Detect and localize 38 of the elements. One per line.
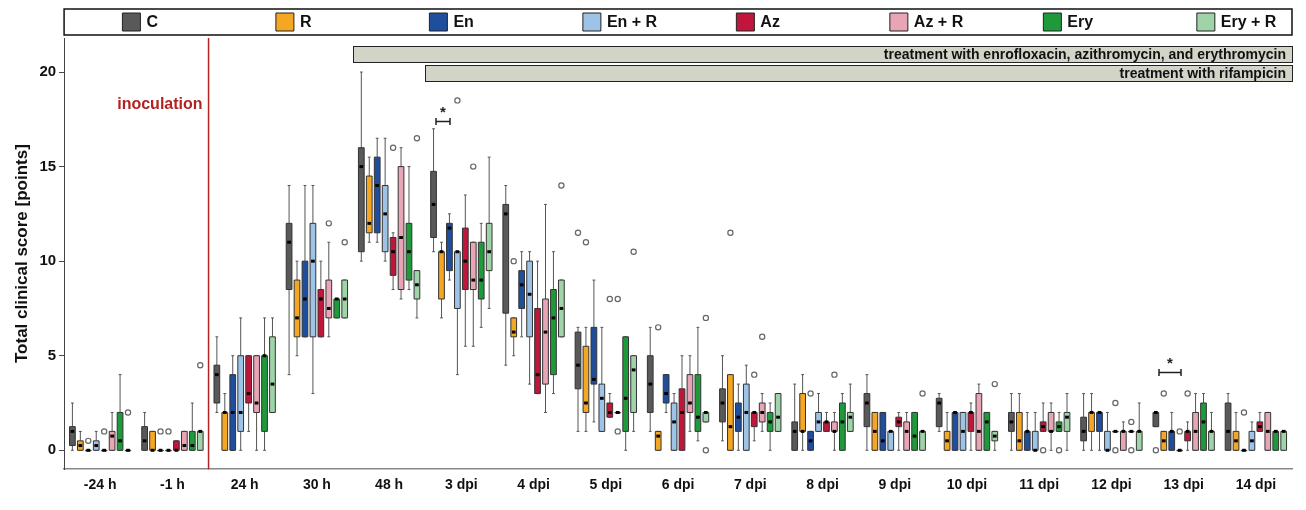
treatment-banner: treatment with rifampicin <box>425 65 1293 82</box>
y-tick-label: 5 <box>47 345 57 363</box>
x-tick-label: 10 dpi <box>946 476 988 493</box>
legend-label: Ery <box>1067 13 1094 31</box>
x-tick-label: 11 dpi <box>1019 476 1060 493</box>
annotation: treatment with rifampicin <box>1119 65 1286 81</box>
x-tick-label: 9 dpi <box>878 476 912 493</box>
x-tick-label: 14 dpi <box>1235 476 1277 493</box>
x-tick-label: 3 dpi <box>445 476 478 493</box>
y-tick-label: 15 <box>39 156 57 174</box>
y-tick-label: 10 <box>39 251 57 269</box>
legend-label: En + R <box>606 13 658 31</box>
legend-label: C <box>146 13 159 31</box>
y-tick-label: 0 <box>47 440 57 458</box>
y-tick-label: 20 <box>39 62 57 80</box>
legend-label: R <box>299 13 312 31</box>
annotation: * <box>439 103 447 120</box>
treatment-banner: treatment with enrofloxacin, azithromycin, and erythromycin <box>353 46 1293 63</box>
x-tick-label: 13 dpi <box>1163 476 1204 493</box>
legend-label: Az + R <box>913 13 964 31</box>
legend-label: En <box>453 13 474 31</box>
x-tick-label: 4 dpi <box>517 476 550 493</box>
annotation: treatment with enrofloxacin, azithromycin, and erythromycin <box>883 46 1286 62</box>
annotation: * <box>1166 354 1174 371</box>
x-tick-label: 30 h <box>302 476 331 493</box>
x-tick-label: 6 dpi <box>661 476 695 493</box>
x-tick-label: 48 h <box>375 476 404 493</box>
x-tick-label: 7 dpi <box>733 476 767 493</box>
y-axis-title: Total clinical score [points] <box>11 144 31 364</box>
x-tick-label: 8 dpi <box>806 476 839 493</box>
legend-label: Az <box>760 13 780 31</box>
ref-line-label: inoculation <box>117 94 203 112</box>
x-tick-label: -1 h <box>159 476 185 493</box>
x-tick-label: 24 h <box>230 476 259 493</box>
x-tick-label: 12 dpi <box>1091 476 1132 493</box>
x-tick-label: 5 dpi <box>589 476 623 493</box>
x-tick-label: -24 h <box>83 476 117 493</box>
legend-label: Ery + R <box>1220 13 1277 31</box>
